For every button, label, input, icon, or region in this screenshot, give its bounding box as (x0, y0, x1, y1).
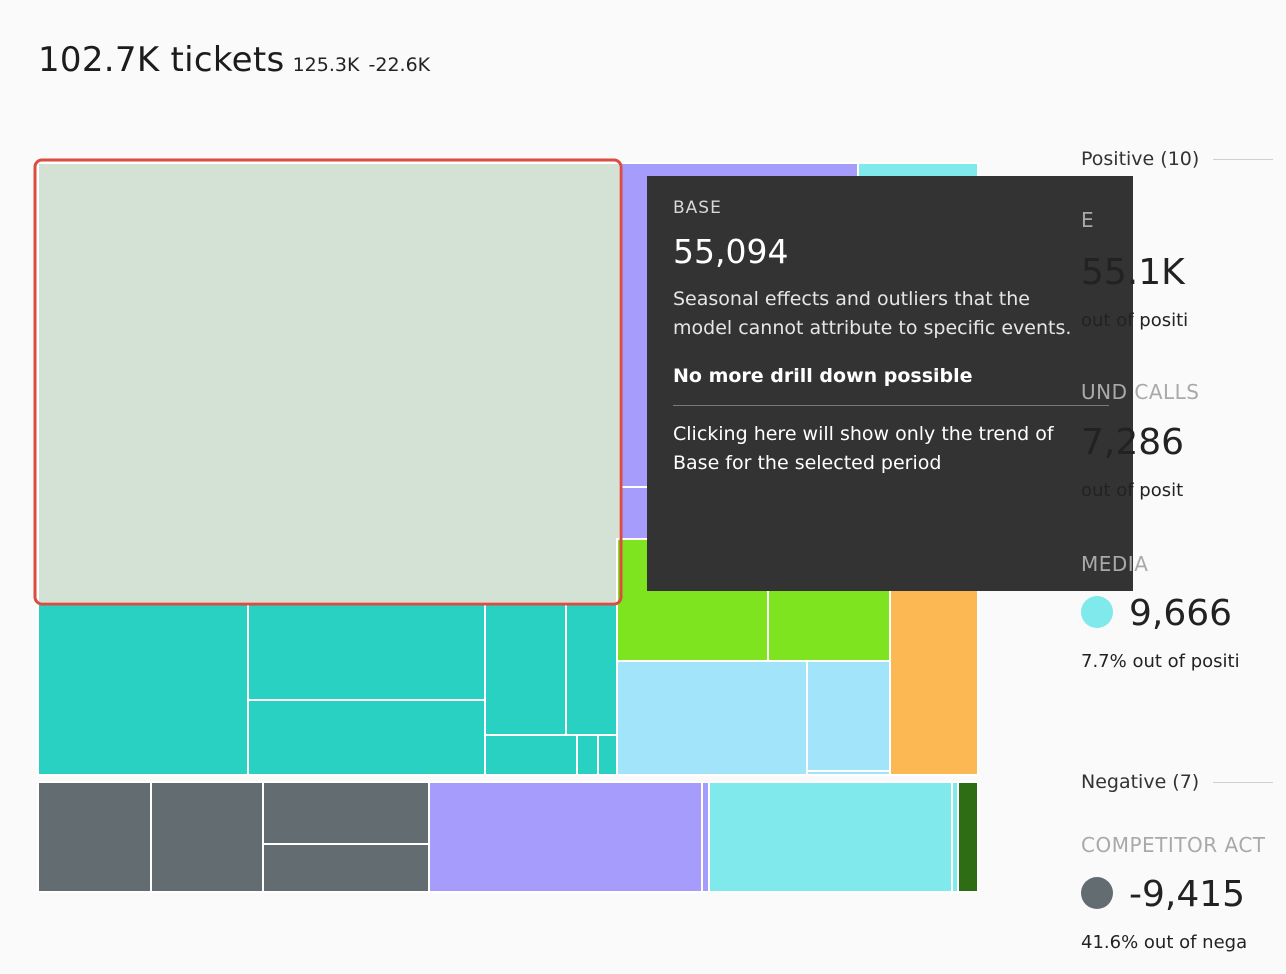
treemap-tile-lightblue-2[interactable] (806, 660, 891, 776)
selected-tile-highlight (33, 158, 623, 606)
legend-value: -9,415 (1129, 874, 1246, 915)
legend-value: 55.1K (1081, 252, 1185, 293)
legend-value: 7,286 (1081, 422, 1185, 463)
treemap-tile-gray-4[interactable] (262, 843, 430, 893)
tooltip: BASE 55,094 Seasonal effects and outlier… (647, 176, 1133, 591)
treemap-tile-purple-n2[interactable] (701, 781, 710, 893)
tooltip-value: 55,094 (673, 232, 789, 271)
treemap-tile-darkgreen-n1[interactable] (957, 781, 979, 893)
divider (1213, 782, 1274, 783)
legend-percent: 7.7% out of positi (1081, 651, 1240, 672)
chart-header: 102.7K tickets 125.3K -22.6K (38, 40, 430, 80)
tooltip-description: Seasonal effects and outliers that the m… (673, 288, 1072, 339)
positive-total: 125.3K (292, 54, 360, 76)
treemap-tile-teal-6[interactable] (484, 734, 578, 776)
legend-dot-icon (1081, 596, 1113, 628)
legend-category: MEDIA (1081, 552, 1149, 576)
treemap-tile-purple-2[interactable] (619, 486, 649, 540)
treemap-tile-gray-2[interactable] (150, 781, 264, 893)
legend-percent: out of posit (1081, 480, 1184, 501)
positive-group-label: Positive (10) (1081, 148, 1200, 170)
legend-panel: Positive (10) E 55.1K out of positi UND … (1081, 0, 1286, 974)
treemap-tile-teal-8[interactable] (597, 734, 618, 776)
negative-total: -22.6K (368, 54, 431, 76)
negative-group-label: Negative (7) (1081, 771, 1200, 793)
treemap-tile-base[interactable] (37, 162, 621, 604)
treemap-tile-teal-1[interactable] (37, 602, 249, 776)
treemap-tile-lightblue-3[interactable] (806, 770, 891, 776)
legend-category: UND CALLS (1081, 380, 1200, 404)
treemap-tile-lightblue-1[interactable] (616, 660, 808, 776)
treemap-tile-cyan-n1[interactable] (708, 781, 953, 893)
legend-dot-icon (1081, 877, 1113, 909)
tooltip-divider (673, 405, 1109, 406)
total-tickets: 102.7K tickets (38, 40, 285, 80)
treemap-tile-gray-3[interactable] (262, 781, 430, 845)
treemap-tile-teal-4[interactable] (484, 602, 567, 736)
tooltip-category: BASE (673, 198, 722, 218)
tooltip-drill-note: No more drill down possible (673, 365, 973, 387)
positive-group-header[interactable]: Positive (10) (1081, 148, 1274, 170)
treemap-tile-teal-5[interactable] (565, 602, 618, 736)
legend-category: E (1081, 208, 1095, 232)
legend-item-competitor[interactable]: -9,415 (1081, 874, 1245, 915)
legend-percent: 41.6% out of nega (1081, 932, 1248, 953)
negative-group-header[interactable]: Negative (7) (1081, 771, 1274, 793)
treemap-tile-teal-7[interactable] (576, 734, 599, 776)
treemap-tile-teal-3[interactable] (247, 699, 486, 776)
treemap-tile-teal-2[interactable] (247, 602, 486, 701)
legend-category: COMPETITOR ACT (1081, 833, 1266, 857)
legend-percent: out of positi (1081, 310, 1189, 331)
tooltip-click-note: Clicking here will show only the trend o… (673, 423, 1054, 474)
legend-item-media[interactable]: 9,666 (1081, 593, 1232, 634)
treemap-tile-gray-1[interactable] (37, 781, 152, 893)
legend-value: 9,666 (1129, 593, 1233, 634)
divider (1213, 159, 1274, 160)
treemap-tile-purple-n1[interactable] (428, 781, 703, 893)
